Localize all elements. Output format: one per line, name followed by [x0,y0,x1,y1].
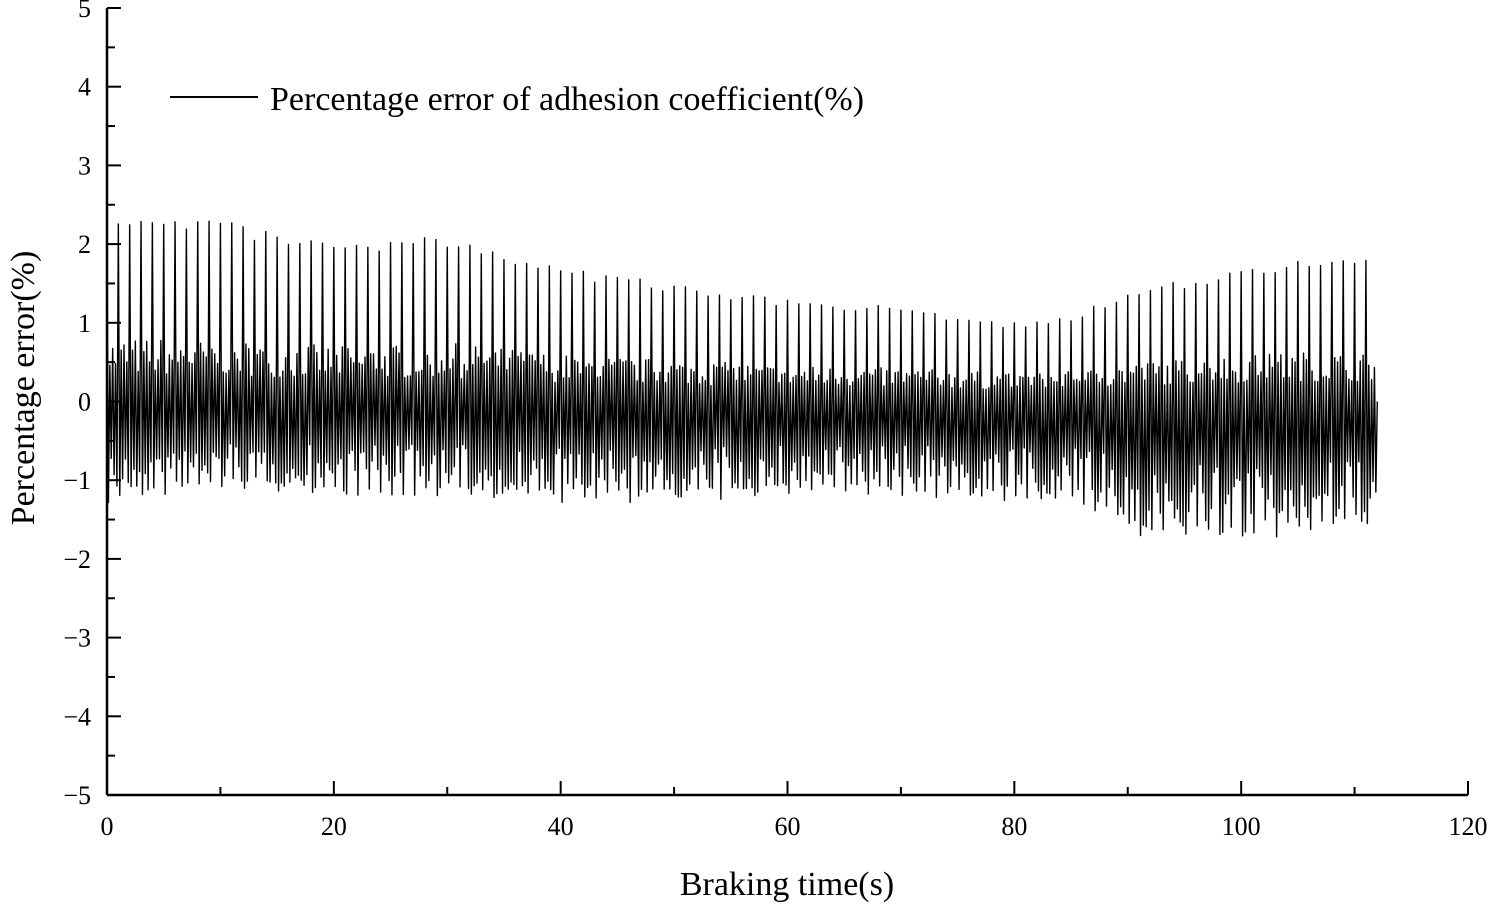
x-tick-label: 60 [775,812,801,841]
y-tick-label: −3 [63,624,91,653]
y-tick-label: 0 [78,388,91,417]
y-tick-label: 3 [78,151,91,180]
y-tick-label: 5 [78,0,91,23]
x-tick-label: 100 [1222,812,1261,841]
y-tick-label: −5 [63,781,91,810]
x-tick-label: 120 [1449,812,1488,841]
y-tick-label: −1 [63,466,91,495]
x-tick-label: 0 [101,812,114,841]
y-axis-title: Percentage error(%) [5,251,42,526]
legend: Percentage error of adhesion coefficient… [170,81,864,118]
y-tick-label: 4 [78,73,91,102]
x-tick-label: 80 [1001,812,1027,841]
x-tick-label: 40 [548,812,574,841]
x-tick-label: 20 [321,812,347,841]
y-ticks: −5 −4 −3 −2 −1 0 1 2 3 4 5 [63,0,121,810]
series-layer [106,220,1378,538]
x-ticks: 0 20 40 60 80 100 120 [101,781,1488,841]
axes [105,8,1468,797]
series-line-adhesion-error [106,220,1378,538]
x-axis-title: Braking time(s) [680,866,894,903]
y-tick-label: −4 [63,702,91,731]
y-tick-label: 2 [78,230,91,259]
legend-label: Percentage error of adhesion coefficient… [270,81,864,118]
y-tick-label: 1 [78,309,91,338]
y-tick-label: −2 [63,545,91,574]
